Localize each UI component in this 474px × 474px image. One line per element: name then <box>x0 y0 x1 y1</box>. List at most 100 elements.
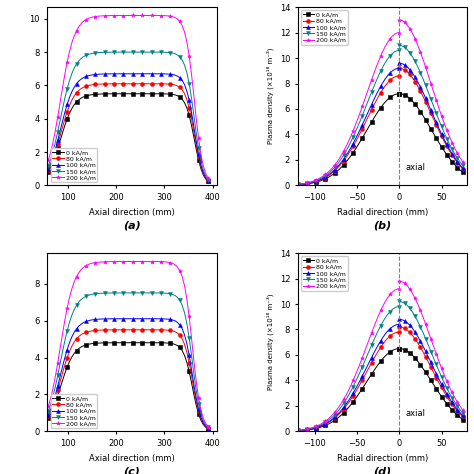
80 kA/m <box>325 420 330 426</box>
0 kA/m <box>318 424 324 430</box>
200 kA/m <box>327 414 333 420</box>
150 kA/m <box>392 49 398 55</box>
150 kA/m <box>378 68 383 74</box>
150 kA/m <box>295 428 301 433</box>
80 kA/m <box>341 406 346 411</box>
200 kA/m <box>385 39 391 45</box>
100 kA/m <box>387 70 393 76</box>
150 kA/m <box>343 397 349 402</box>
80 kA/m <box>309 426 314 432</box>
Text: axial: axial <box>406 163 426 172</box>
80 kA/m <box>339 409 345 414</box>
Line: 80 kA/m: 80 kA/m <box>296 330 401 433</box>
80 kA/m <box>383 83 388 89</box>
150 kA/m <box>95 291 100 296</box>
100 kA/m <box>83 73 89 79</box>
80 kA/m <box>343 155 349 160</box>
Line: 0 kA/m: 0 kA/m <box>46 341 212 432</box>
200 kA/m <box>390 289 395 295</box>
200 kA/m <box>309 425 314 431</box>
100 kA/m <box>353 137 358 142</box>
200 kA/m <box>396 30 402 36</box>
0 kA/m <box>295 182 301 188</box>
80 kA/m <box>329 417 335 423</box>
100 kA/m <box>396 65 402 71</box>
80 kA/m <box>378 90 383 95</box>
200 kA/m <box>320 173 326 179</box>
0 kA/m <box>375 108 381 114</box>
150 kA/m <box>348 139 354 145</box>
150 kA/m <box>313 424 319 430</box>
80 kA/m <box>67 348 73 354</box>
200 kA/m <box>184 296 190 301</box>
Line: 200 kA/m: 200 kA/m <box>296 287 401 432</box>
200 kA/m <box>332 162 337 168</box>
0 kA/m <box>297 182 303 187</box>
100 kA/m <box>394 66 400 72</box>
0 kA/m <box>334 168 340 174</box>
200 kA/m <box>309 179 314 184</box>
0 kA/m <box>348 153 354 159</box>
150 kA/m <box>341 152 346 157</box>
X-axis label: Axial direction (mm): Axial direction (mm) <box>89 208 175 217</box>
Line: 100 kA/m: 100 kA/m <box>46 72 212 184</box>
80 kA/m <box>337 164 342 169</box>
200 kA/m <box>394 30 400 36</box>
80 kA/m <box>380 341 386 346</box>
80 kA/m <box>135 81 140 87</box>
150 kA/m <box>374 332 379 338</box>
Text: (a): (a) <box>123 220 141 230</box>
100 kA/m <box>208 427 213 432</box>
80 kA/m <box>353 389 358 395</box>
100 kA/m <box>311 425 317 431</box>
150 kA/m <box>364 101 370 107</box>
0 kA/m <box>371 115 377 121</box>
80 kA/m <box>327 419 333 424</box>
150 kA/m <box>375 327 381 333</box>
100 kA/m <box>348 145 354 151</box>
Line: 0 kA/m: 0 kA/m <box>296 346 401 433</box>
200 kA/m <box>186 53 192 58</box>
200 kA/m <box>343 144 349 149</box>
100 kA/m <box>357 127 363 133</box>
150 kA/m <box>339 403 345 409</box>
0 kA/m <box>184 359 190 365</box>
200 kA/m <box>362 97 367 102</box>
100 kA/m <box>295 428 301 433</box>
200 kA/m <box>304 426 310 432</box>
150 kA/m <box>137 290 143 296</box>
200 kA/m <box>357 361 363 366</box>
0 kA/m <box>392 346 398 352</box>
200 kA/m <box>383 299 388 304</box>
80 kA/m <box>184 97 190 102</box>
0 kA/m <box>359 386 365 392</box>
0 kA/m <box>300 182 305 187</box>
80 kA/m <box>350 393 356 399</box>
0 kA/m <box>311 180 317 185</box>
150 kA/m <box>362 107 367 113</box>
Line: 80 kA/m: 80 kA/m <box>46 82 212 185</box>
150 kA/m <box>300 427 305 433</box>
0 kA/m <box>313 426 319 431</box>
200 kA/m <box>300 181 305 187</box>
0 kA/m <box>357 389 363 395</box>
80 kA/m <box>332 415 337 421</box>
80 kA/m <box>374 352 379 357</box>
80 kA/m <box>295 428 301 434</box>
100 kA/m <box>341 404 346 410</box>
200 kA/m <box>318 175 324 181</box>
80 kA/m <box>337 411 342 417</box>
0 kA/m <box>375 361 381 367</box>
Y-axis label: Plasma density (×10¹⁸ m⁻³): Plasma density (×10¹⁸ m⁻³) <box>266 294 274 391</box>
100 kA/m <box>95 72 100 77</box>
80 kA/m <box>306 427 312 432</box>
80 kA/m <box>369 107 374 113</box>
Line: 150 kA/m: 150 kA/m <box>46 50 212 184</box>
0 kA/m <box>390 93 395 99</box>
0 kA/m <box>385 97 391 102</box>
200 kA/m <box>380 48 386 54</box>
80 kA/m <box>343 403 349 409</box>
80 kA/m <box>300 182 305 187</box>
100 kA/m <box>313 178 319 184</box>
100 kA/m <box>323 421 328 427</box>
